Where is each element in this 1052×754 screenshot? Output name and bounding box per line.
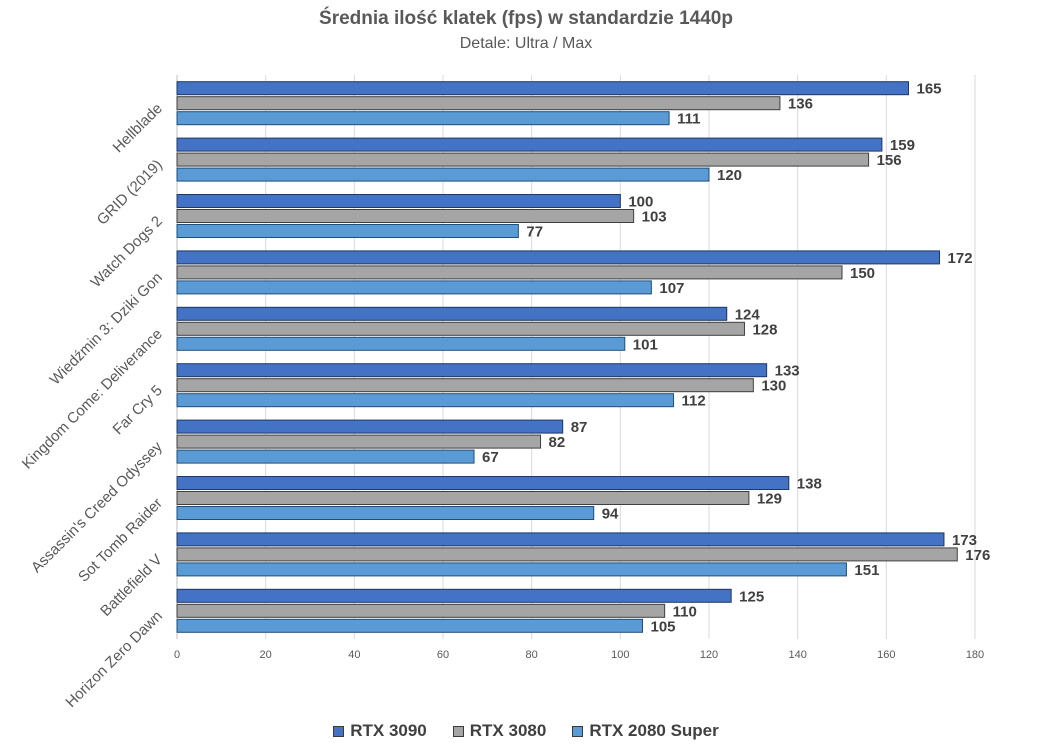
bar-1-2 <box>176 209 635 223</box>
bar-1-5 <box>176 378 754 393</box>
data-label-1-6: 82 <box>549 434 566 451</box>
bar-0-2 <box>176 194 621 208</box>
data-label-2-6: 67 <box>482 449 499 466</box>
bar-2-1 <box>176 167 710 182</box>
bar-1-0 <box>176 96 781 111</box>
data-label-1-0: 136 <box>788 96 813 113</box>
bar-1-8 <box>176 547 958 562</box>
data-label-0-7: 138 <box>797 476 822 493</box>
bar-2-8 <box>176 562 847 577</box>
bar-1-7 <box>176 491 750 505</box>
bar-2-7 <box>176 506 595 520</box>
x-tick-label-0: 0 <box>174 649 180 661</box>
data-label-2-2: 77 <box>526 224 543 241</box>
legend-label-rtx3090: RTX 3090 <box>350 721 427 740</box>
x-tick-label-140: 140 <box>788 649 806 661</box>
bar-1-1 <box>176 152 870 167</box>
bar-2-3 <box>176 280 652 295</box>
bar-0-7 <box>176 476 790 490</box>
bar-0-3 <box>176 250 941 265</box>
x-tick-label-160: 160 <box>877 649 895 661</box>
data-label-2-7: 94 <box>602 506 619 523</box>
data-label-0-1: 159 <box>890 137 915 154</box>
bar-chart: 0 20 40 60 80 100 120 140 160 180 165 136 111 Hellbla… <box>19 75 990 711</box>
data-label-1-4: 128 <box>752 321 777 338</box>
data-label-2-5: 112 <box>682 393 706 410</box>
bar-2-5 <box>176 393 675 408</box>
bar-1-4 <box>176 321 745 336</box>
bar-0-5 <box>176 363 768 378</box>
x-tick-label-60: 60 <box>437 649 449 661</box>
bar-0-4 <box>176 306 728 321</box>
chart-title: Średnia ilość klatek (fps) w standardzie… <box>319 8 733 29</box>
legend-swatch-rtx2080super <box>572 725 584 737</box>
x-tick-label-20: 20 <box>260 649 272 661</box>
bar-2-6 <box>176 449 475 464</box>
bar-2-9 <box>176 618 643 633</box>
data-label-1-9: 110 <box>673 603 697 620</box>
data-label-2-3: 107 <box>659 280 684 297</box>
data-label-2-0: 111 <box>677 111 700 128</box>
bar-0-8 <box>176 532 945 547</box>
chart-subtitle: Detale: Ultra / Max <box>459 35 593 52</box>
data-label-0-2: 100 <box>628 194 653 211</box>
category-label-5: Far Cry 5 <box>110 382 166 438</box>
category-label-0: Hellblade <box>110 100 166 156</box>
data-label-0-3: 172 <box>948 250 973 267</box>
data-label-1-1: 156 <box>877 152 902 169</box>
category-label-9: Horizon Zero Dawn <box>62 608 165 711</box>
data-label-0-4: 124 <box>735 306 761 323</box>
legend: RTX 3090 RTX 3080 RTX 2080 Super <box>0 721 1052 741</box>
legend-label-rtx2080super: RTX 2080 Super <box>589 721 719 740</box>
bar-2-0 <box>176 111 670 126</box>
bar-2-2 <box>176 224 519 238</box>
data-label-0-5: 133 <box>775 363 800 380</box>
data-label-0-9: 125 <box>739 588 764 605</box>
legend-item-rtx2080super: RTX 2080 Super <box>572 721 719 741</box>
x-tick-label-180: 180 <box>966 649 984 661</box>
data-label-1-5: 130 <box>761 378 786 395</box>
bar-0-1 <box>176 137 883 152</box>
data-label-1-3: 150 <box>850 265 875 282</box>
data-label-2-1: 120 <box>717 167 742 184</box>
data-label-0-8: 173 <box>952 532 977 549</box>
x-tick-label-80: 80 <box>526 649 538 661</box>
x-tick-label-100: 100 <box>611 649 629 661</box>
data-label-0-0: 165 <box>917 81 942 98</box>
bar-0-6 <box>176 419 564 434</box>
legend-swatch-rtx3080 <box>452 725 464 737</box>
x-tick-label-40: 40 <box>348 649 360 661</box>
data-label-2-4: 101 <box>633 336 658 353</box>
bar-1-3 <box>176 265 843 280</box>
data-label-1-7: 129 <box>757 491 782 508</box>
legend-item-rtx3080: RTX 3080 <box>452 721 547 741</box>
data-label-1-2: 103 <box>642 209 667 226</box>
legend-label-rtx3080: RTX 3080 <box>469 721 547 740</box>
data-label-2-8: 151 <box>854 562 879 579</box>
bar-1-9 <box>176 603 666 618</box>
legend-swatch-rtx3090 <box>333 725 345 737</box>
bar-0-9 <box>176 588 732 603</box>
data-label-1-8: 176 <box>965 547 990 564</box>
x-tick-label-120: 120 <box>700 649 718 661</box>
legend-item-rtx3090: RTX 3090 <box>333 721 427 741</box>
bar-0-0 <box>176 81 909 96</box>
data-label-0-6: 87 <box>571 419 588 436</box>
data-label-2-9: 105 <box>651 618 676 635</box>
category-label-3: Wiedźmin 3: Dziki Gon <box>47 269 166 388</box>
bar-1-6 <box>176 434 542 449</box>
bar-2-4 <box>176 336 626 351</box>
